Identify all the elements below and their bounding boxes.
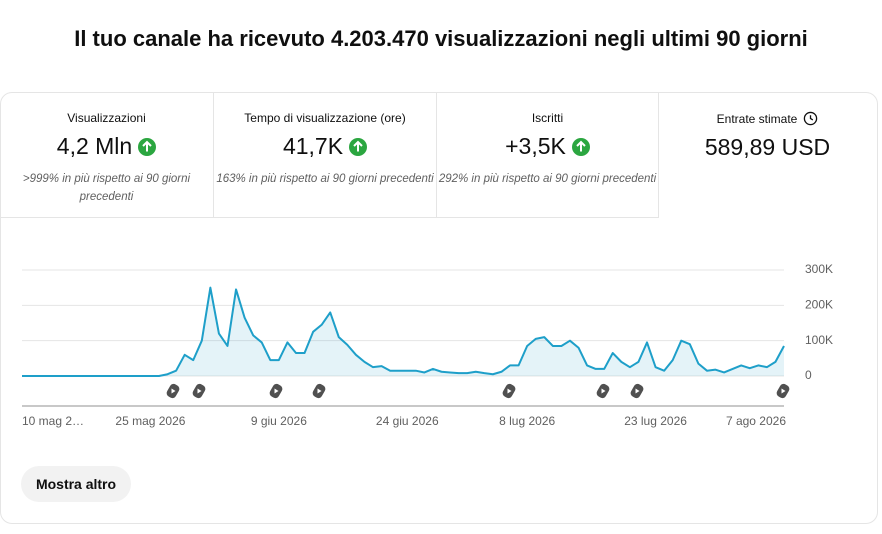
shorts-icon[interactable] [311, 382, 327, 399]
metric-card[interactable]: Entrate stimate 589,89 USD [659, 92, 876, 218]
up-icon [571, 137, 590, 156]
x-tick-label: 9 giu 2026 [251, 414, 307, 428]
area [22, 287, 784, 376]
line [22, 286, 785, 377]
metric-value-row: 41,7K [214, 133, 436, 160]
metric-value-row: 4,2 Mln [0, 133, 213, 160]
x-tick-label: 24 giu 2026 [376, 414, 439, 428]
clock-icon[interactable] [803, 111, 818, 126]
metric-label: Tempo di visualizzazione (ore) [244, 111, 406, 125]
metric-value: 41,7K [282, 133, 344, 159]
shorts-icon[interactable] [165, 382, 181, 399]
metric-label: Entrate stimate [716, 111, 798, 126]
shorts-icon[interactable] [595, 382, 611, 399]
metric-value: 589,89 USD [704, 134, 831, 160]
metric-value-row: +3,5K [437, 133, 658, 160]
y-tick-label: 100K [805, 333, 833, 347]
up-icon [349, 137, 368, 156]
metric-label: Iscritti [531, 111, 564, 125]
metric-card[interactable]: Tempo di visualizzazione (ore) 41,7K 163… [214, 92, 437, 218]
x-tick-label: 23 lug 2026 [624, 414, 687, 428]
shorts-icon[interactable] [501, 382, 517, 399]
metric-label: Visualizzazioni [67, 111, 146, 125]
metric-note: 163% in più rispetto ai 90 giorni preced… [216, 173, 434, 185]
metric-note: 292% in più rispetto ai 90 giorni preced… [438, 173, 657, 185]
x-tick-label: 25 mag 2026 [115, 414, 185, 428]
metric-value-row: 589,89 USD [659, 134, 876, 161]
shorts-icon[interactable] [268, 382, 284, 399]
metric-note: >999% in più rispetto ai 90 giorni prece… [22, 173, 191, 203]
x-tick-label: 8 lug 2026 [499, 414, 555, 428]
shorts-icon[interactable] [191, 382, 207, 399]
shorts-icon[interactable] [775, 382, 791, 399]
metric-value: +3,5K [505, 133, 566, 159]
shorts-icon[interactable] [629, 382, 645, 399]
shorts-icons [165, 382, 791, 399]
metric-label-row: Entrate stimate [659, 111, 876, 126]
panel [0, 92, 878, 524]
y-tick-label: 0 [805, 368, 812, 382]
up-icon [138, 137, 157, 156]
y-tick-label: 200K [805, 298, 833, 312]
metric-card[interactable]: Iscritti +3,5K 292% in più rispetto ai 9… [437, 92, 659, 218]
y-tick-label: 300K [805, 262, 833, 276]
show-more-button[interactable]: Mostra altro [21, 466, 131, 502]
x-tick-label: 7 ago 2026 [726, 414, 786, 428]
metric-value: 4,2 Mln [56, 133, 133, 159]
metric-card[interactable]: Visualizzazioni 4,2 Mln >999% in più ris… [0, 92, 214, 218]
page-title: Il tuo canale ha ricevuto 4.203.470 visu… [74, 26, 808, 51]
x-tick-label: 10 mag 2… [22, 414, 84, 428]
